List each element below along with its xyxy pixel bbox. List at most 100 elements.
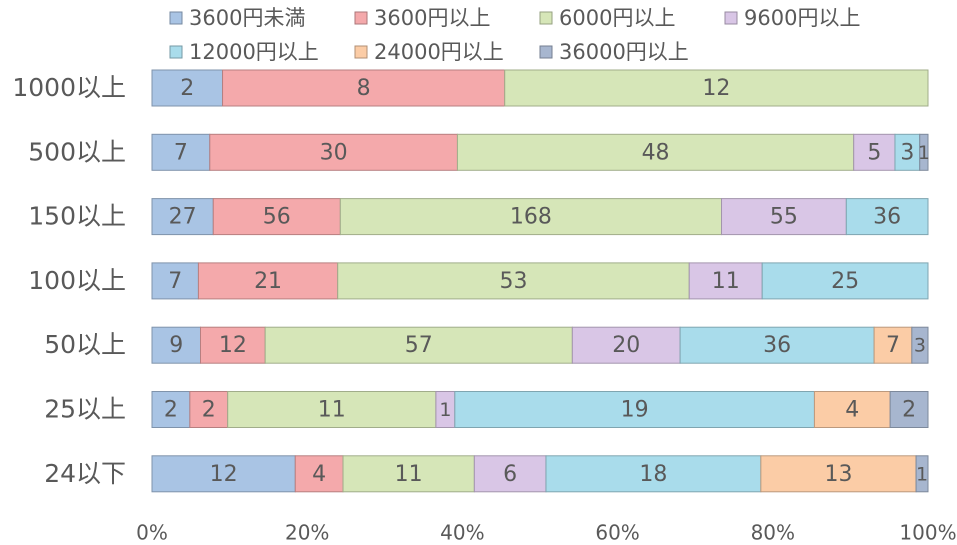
data-label: 11: [712, 269, 740, 294]
bar-segment: [456, 133, 855, 171]
data-label: 7: [168, 269, 182, 294]
data-label: 4: [312, 462, 326, 487]
bar-segment: [294, 455, 344, 493]
legend-label: 12000円以上: [189, 40, 319, 64]
legend-item: 6000円以上: [539, 6, 675, 30]
bar-segment: [473, 455, 547, 493]
bar-segment: [504, 69, 929, 107]
bar-row: 9 12 57 20 36 7 3: [151, 326, 929, 364]
bar-segment: [761, 262, 929, 300]
bar-segment: [151, 198, 214, 236]
bar-row: 7 21 53 11 25: [151, 262, 929, 300]
x-tick-label: 60%: [595, 521, 639, 545]
bar-segment: [571, 326, 681, 364]
category-label: 50以上: [44, 330, 126, 359]
data-label: 2: [202, 398, 216, 423]
data-label: 55: [770, 205, 798, 230]
bar-segment: [911, 326, 929, 364]
bar-row: 27 56 168 55 36: [151, 198, 929, 236]
legend-swatch: [354, 45, 368, 59]
data-label: 57: [405, 333, 433, 358]
data-label: 18: [639, 462, 667, 487]
bar-segment: [151, 455, 296, 493]
bars: 2 8 127 30 48 5 3 127 56 168 55 367 21 53 11 259 12 57 20 3…: [151, 69, 930, 493]
category-label: 25以上: [44, 395, 126, 424]
data-label: 11: [395, 462, 423, 487]
bar-segment: [845, 198, 929, 236]
data-label: 12: [210, 462, 238, 487]
bar-segment: [915, 455, 929, 493]
legend-item: 36000円以上: [539, 40, 689, 64]
data-label: 2: [902, 398, 916, 423]
bar-segment: [760, 455, 917, 493]
data-label: 48: [642, 140, 670, 165]
data-label: 1: [916, 463, 928, 485]
legend-swatch: [724, 11, 738, 25]
data-label: 6: [503, 462, 517, 487]
bar-segment: [151, 262, 199, 300]
data-label: 2: [164, 398, 178, 423]
bar-segment: [853, 133, 896, 171]
data-label: 5: [867, 140, 881, 165]
bar-segment: [151, 326, 201, 364]
bar-segment: [919, 133, 929, 171]
x-tick-label: 40%: [440, 521, 484, 545]
legend: 3600円未満 3600円以上 6000円以上 9600円以上 12000円以上 2400…: [169, 6, 860, 64]
bar-segment: [339, 198, 723, 236]
x-tick-label: 0%: [136, 521, 168, 545]
data-label: 20: [612, 333, 640, 358]
legend-item: 3600円以上: [354, 6, 490, 30]
category-labels: 1000以上 500以上 150以上 100以上 50以上 25以上 24以下: [12, 73, 126, 488]
data-label: 11: [318, 398, 346, 423]
bar-row: 12 4 11 6 18 13 1: [151, 455, 929, 493]
data-label: 8: [357, 76, 371, 101]
bar-segment: [151, 391, 191, 428]
data-label: 56: [263, 205, 291, 230]
bar-segment: [342, 455, 475, 493]
data-label: 30: [320, 140, 348, 165]
data-label: 19: [621, 398, 649, 423]
legend-item: 24000円以上: [354, 40, 504, 64]
legend-swatch: [539, 45, 553, 59]
category-label: 100以上: [28, 266, 126, 295]
bar-segment: [212, 198, 341, 236]
legend-label: 36000円以上: [559, 40, 689, 64]
category-label: 1000以上: [12, 73, 126, 102]
legend-swatch: [354, 11, 368, 25]
data-label: 13: [824, 462, 852, 487]
bar-segment: [197, 262, 339, 300]
category-label: 500以上: [28, 137, 126, 166]
data-label: 27: [169, 205, 197, 230]
data-label: 3: [914, 335, 926, 357]
bar-segment: [209, 133, 458, 171]
data-label: 12: [219, 333, 247, 358]
data-label: 168: [510, 205, 552, 230]
legend-item: 12000円以上: [169, 40, 319, 64]
data-label: 7: [886, 333, 900, 358]
bar-row: 2 2 11 1 19 4 2: [151, 391, 929, 428]
bar-segment: [454, 391, 815, 428]
data-label: 2: [180, 76, 194, 101]
data-label: 36: [763, 333, 791, 358]
x-tick-label: 20%: [285, 521, 329, 545]
legend-label: 6000円以上: [559, 6, 675, 30]
legend-swatch: [169, 45, 183, 59]
legend-label: 24000円以上: [374, 40, 504, 64]
bar-segment: [227, 391, 437, 428]
bar-segment: [151, 69, 224, 107]
legend-item: 9600円以上: [724, 6, 860, 30]
data-label: 9: [169, 333, 183, 358]
legend-item: 3600円未満: [169, 6, 305, 30]
x-axis: 0% 20% 40% 60% 80% 100%: [136, 521, 956, 545]
data-label: 36: [873, 205, 901, 230]
bar-row: 7 30 48 5 3 1: [151, 133, 930, 171]
legend-label: 3600円以上: [374, 6, 490, 30]
data-label: 1: [918, 142, 930, 164]
bar-segment: [894, 133, 921, 171]
data-label: 7: [174, 140, 188, 165]
bar-segment: [189, 391, 229, 428]
data-label: 12: [702, 76, 730, 101]
bar-row: 2 8 12: [151, 69, 929, 107]
bar-segment: [873, 326, 913, 364]
